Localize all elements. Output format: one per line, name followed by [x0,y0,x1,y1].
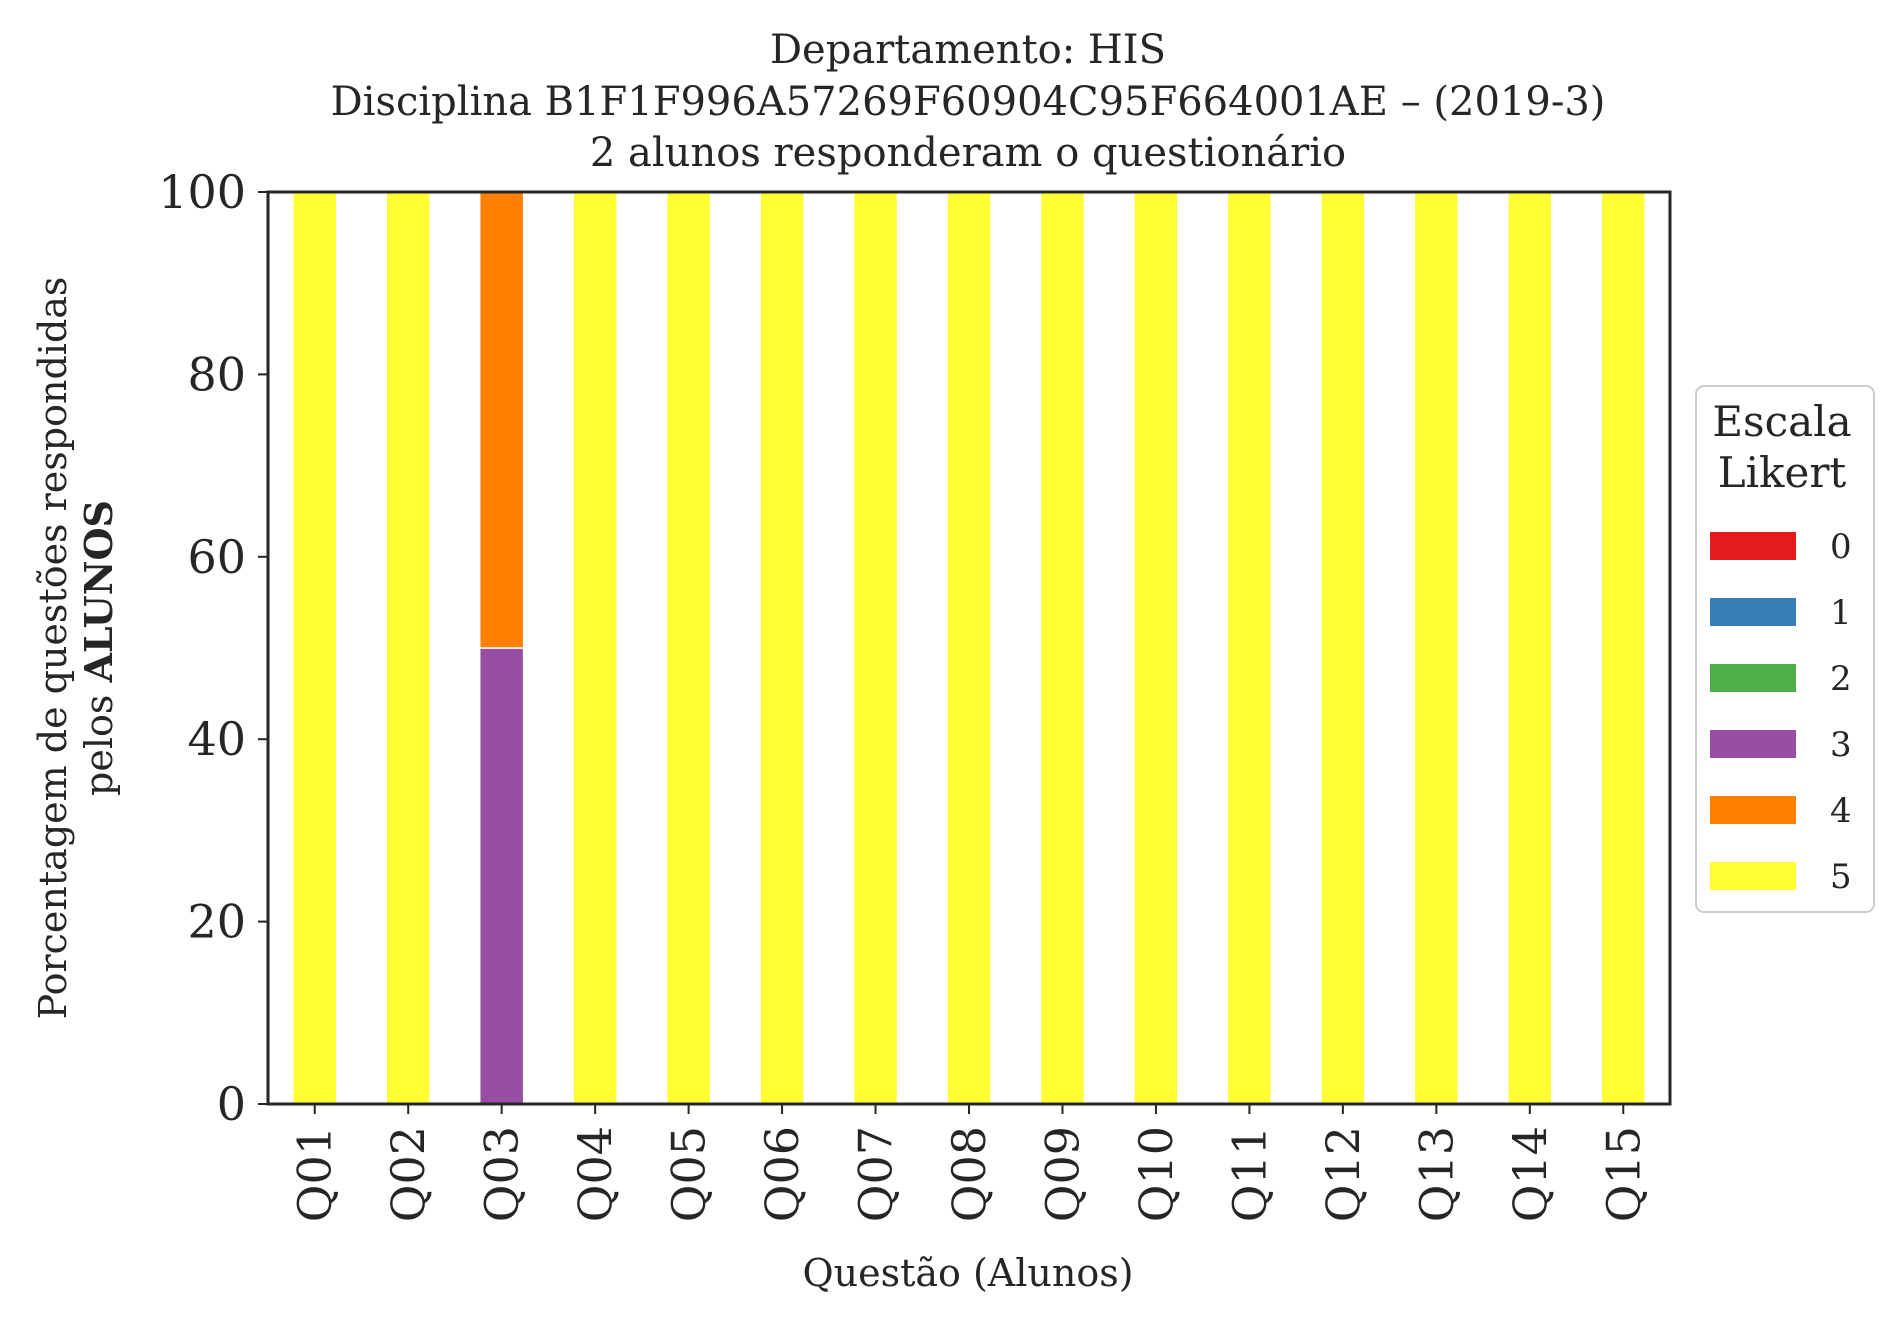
legend-label-2: 2 [1830,659,1852,699]
y-axis-label-prefix: pelos [77,683,121,796]
y-axis-ticks: 0 20 40 60 80 100 [158,165,268,1131]
bar-q15-likert-5 [1600,191,1646,1105]
bar-q09-likert-5 [1039,191,1086,1105]
x-tick-label-q05: Q05 [662,1126,716,1222]
y-axis-label-bold: ALUNOS [76,500,121,684]
x-tick-label-q14: Q14 [1503,1126,1557,1222]
legend-label-5: 5 [1830,857,1852,897]
legend-frame [1695,385,1875,913]
legend-items: 0 1 2 3 4 5 [1710,527,1852,897]
legend-label-1: 1 [1830,593,1852,633]
legend: Escala Likert 0 1 2 3 4 5 [1695,385,1875,913]
x-tick-label-q06: Q06 [755,1126,809,1222]
title-line-2: Disciplina B1F1F996A57269F60904C95F66400… [331,79,1606,125]
legend-title-line-1: Escala [1712,397,1851,446]
y-tick-label: 20 [187,895,246,949]
bar-q05-likert-5 [665,191,712,1105]
bar-q11-likert-5 [1226,191,1273,1105]
legend-label-3: 3 [1830,725,1852,765]
y-tick-label: 100 [158,165,246,219]
legend-swatch-3 [1710,730,1796,758]
x-tick-label-q02: Q02 [381,1126,435,1222]
x-tick-label-q10: Q10 [1129,1126,1183,1222]
bar-q04-likert-5 [572,191,618,1105]
bar-q03-likert-4 [478,191,525,649]
x-tick-label-q15: Q15 [1596,1126,1650,1222]
legend-title-line-2: Likert [1718,448,1847,497]
x-tick-label-q01: Q01 [288,1126,342,1222]
bar-q14-likert-5 [1507,191,1553,1105]
y-axis-label-line-1: Porcentagem de questões respondidas [31,277,75,1020]
legend-swatch-0 [1710,532,1796,560]
bar-q10-likert-5 [1133,191,1179,1105]
x-tick-label-q04: Q04 [568,1126,622,1222]
x-tick-label-q09: Q09 [1035,1126,1089,1222]
y-tick-label: 80 [187,347,246,401]
x-tick-label-q08: Q08 [942,1126,996,1222]
title-line-1: Departamento: HIS [770,27,1166,73]
legend-label-4: 4 [1830,791,1852,831]
bar-q08-likert-5 [946,191,992,1105]
x-tick-label-q13: Q13 [1409,1126,1463,1222]
plot-area-frame [266,190,1672,1106]
x-tick-label-q11: Q11 [1222,1126,1276,1222]
y-axis-label-line-2: pelos ALUNOS [76,500,121,796]
chart-title: Departamento: HIS Disciplina B1F1F996A57… [331,27,1606,176]
legend-swatch-5 [1710,862,1796,890]
x-tick-label-q03: Q03 [475,1126,529,1222]
bar-q03-likert-3 [478,647,525,1105]
x-axis-ticks: Q01 Q02 Q03 Q04 Q05 Q06 Q07 Q08 Q09 Q10 Q11 Q12 Q13 Q… [288,1104,1650,1222]
bar-q07-likert-5 [852,191,899,1105]
y-tick-label: 60 [187,530,246,584]
x-axis-label: Questão (Alunos) [802,1251,1133,1295]
legend-label-0: 0 [1830,527,1852,567]
legend-swatch-4 [1710,796,1796,824]
bar-q13-likert-5 [1413,191,1460,1105]
legend-swatch-1 [1710,598,1796,626]
y-tick-label: 40 [187,712,246,766]
bar-q12-likert-5 [1320,191,1366,1105]
x-tick-label-q12: Q12 [1316,1126,1370,1222]
bars-group [292,191,1646,1105]
legend-swatch-2 [1710,664,1796,692]
title-line-3: 2 alunos responderam o questionário [590,130,1346,176]
y-axis-label: Porcentagem de questões respondidas pelo… [31,277,121,1020]
y-tick-label: 0 [217,1077,246,1131]
bar-q01-likert-5 [292,191,338,1105]
bar-q06-likert-5 [759,191,805,1105]
bar-q02-likert-5 [385,191,431,1105]
x-tick-label-q07: Q07 [849,1126,903,1222]
